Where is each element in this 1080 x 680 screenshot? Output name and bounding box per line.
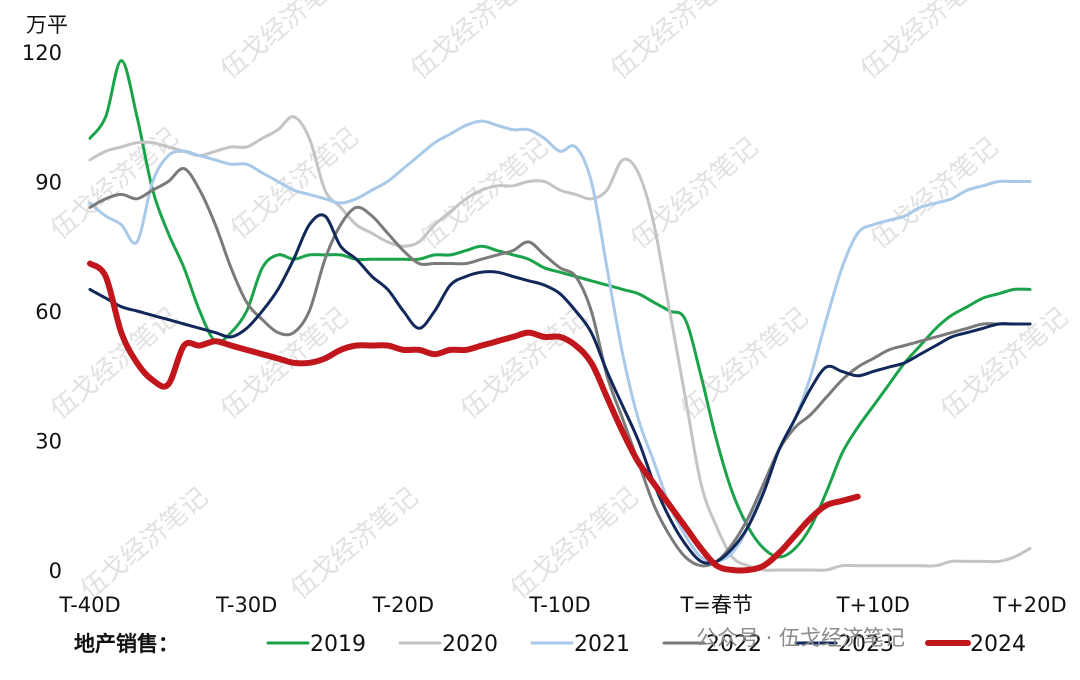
x-tick-label: T-10D <box>528 593 590 617</box>
y-tick-label: 120 <box>22 41 62 65</box>
legend-label-2021: 2021 <box>574 632 630 657</box>
x-tick-label: T-30D <box>215 593 277 617</box>
watermark-text: 伍戈经济笔记 <box>415 132 554 255</box>
x-tick-labels: T-40D T-30D T-20D T-10D T=春节 T+10D T+20D <box>58 593 1066 617</box>
y-tick-label: 30 <box>35 430 62 454</box>
legend-title: 地产销售： <box>74 632 179 656</box>
x-tick-label: T-20D <box>372 593 434 617</box>
legend-label-2022: 2022 <box>706 632 762 657</box>
watermark-text: 伍戈经济笔记 <box>675 302 814 425</box>
legend-label-2023: 2023 <box>838 632 894 657</box>
x-tick-label: T-40D <box>58 593 120 617</box>
series-line-2023 <box>88 213 1032 565</box>
x-tick-label: T=春节 <box>679 593 752 617</box>
legend-label-2020: 2020 <box>442 632 498 657</box>
x-tick-label: T+20D <box>992 593 1066 617</box>
series-line-2022 <box>88 167 1032 568</box>
series-line-2021 <box>88 119 1032 564</box>
y-axis-unit-label: 万平 <box>26 13 68 37</box>
watermark-text: 伍戈经济笔记 <box>405 0 544 85</box>
watermark-text: 伍戈经济笔记 <box>45 302 184 425</box>
series-line-2024 <box>87 260 861 574</box>
watermark-text: 伍戈经济笔记 <box>855 0 994 85</box>
series-lines <box>87 59 1032 574</box>
series-line-2020 <box>88 115 1032 572</box>
watermark-text: 伍戈经济笔记 <box>215 0 354 85</box>
watermark-text: 伍戈经济笔记 <box>285 482 424 605</box>
series-line-2019 <box>88 59 1032 559</box>
watermark-text: 伍戈经济笔记 <box>215 302 354 425</box>
watermark-text: 伍戈经济笔记 <box>75 482 214 605</box>
y-tick-label: 60 <box>35 300 62 324</box>
x-tick-label: T+10D <box>836 593 910 617</box>
legend-label-2024: 2024 <box>970 632 1026 657</box>
watermark-text: 伍戈经济笔记 <box>605 0 744 85</box>
y-tick-label: 90 <box>35 171 62 195</box>
y-tick-label: 0 <box>49 559 62 583</box>
watermark-text: 伍戈经济笔记 <box>225 122 364 245</box>
legend-label-2019: 2019 <box>310 632 366 657</box>
watermark-text: 伍戈经济笔记 <box>865 132 1004 255</box>
watermark-text: 伍戈经济笔记 <box>505 482 644 605</box>
watermark-text: 伍戈经济笔记 <box>935 302 1074 425</box>
account-watermark: 公众号 · 伍戈经济笔记 <box>696 626 905 650</box>
y-tick-labels: 0 30 60 90 120 <box>22 41 62 583</box>
legend: 地产销售： 2019 2020 2021 2022 2023 2024 <box>74 632 1026 657</box>
watermark-text: 伍戈经济笔记 <box>455 302 594 425</box>
